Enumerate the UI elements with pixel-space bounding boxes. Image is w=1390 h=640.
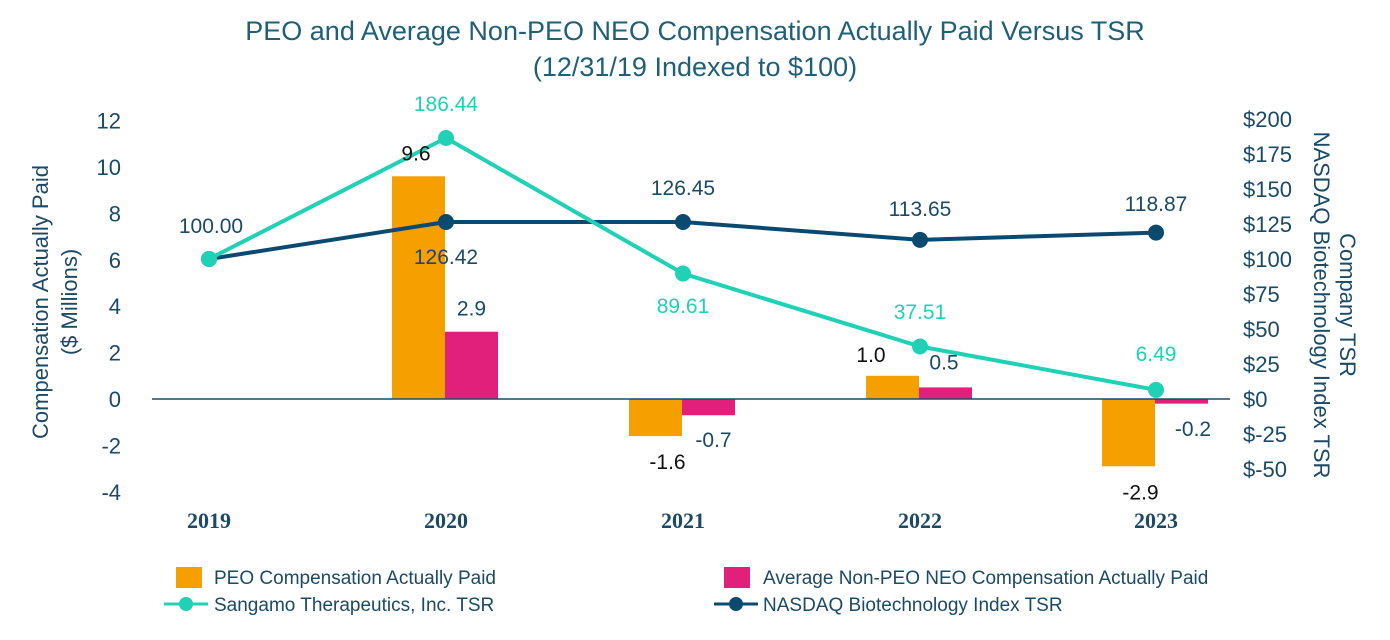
legend-label-nasdaq: NASDAQ Biotechnology Index TSR	[763, 595, 1063, 616]
right-tick-label: $-25	[1243, 422, 1287, 447]
right-tick-label: $-50	[1243, 457, 1287, 482]
bar-non-peo	[919, 387, 972, 399]
right-tick-label: $50	[1243, 317, 1280, 342]
right-tick-label: $125	[1243, 212, 1292, 237]
category-label: 2021	[661, 508, 705, 533]
right-tick-label: $0	[1243, 387, 1267, 412]
bar-label-non-peo: 2.9	[457, 298, 486, 321]
category-label: 2023	[1134, 508, 1178, 533]
category-label: 2020	[424, 508, 468, 533]
data-labels: 9.6 -1.6 1.0 -2.9 2.9 -0.7 0.5 -0.2 186.44 89.61 3…	[179, 93, 1211, 504]
line-label-nasdaq: 126.42	[414, 246, 478, 269]
line-label-nasdaq: 126.45	[651, 177, 715, 200]
point-sangamo	[912, 338, 928, 355]
bar-peo	[1102, 399, 1155, 467]
left-tick-label: 6	[109, 248, 121, 273]
left-tick-label: 4	[109, 294, 121, 319]
lines	[201, 129, 1164, 398]
right-tick-label: $175	[1243, 142, 1292, 167]
left-axis-title-line2: ($ Millions)	[57, 249, 82, 355]
line-label-sangamo: 89.61	[657, 295, 710, 318]
line-label-nasdaq: 100.00	[179, 215, 243, 238]
bar-label-peo: -2.9	[1122, 481, 1158, 504]
bar-non-peo	[1155, 399, 1208, 404]
right-axis-ticks: $200 $175 $150 $125 $100 $75 $50 $25 $0 $-25 $-50	[1243, 107, 1292, 482]
category-label: 2019	[187, 508, 231, 533]
bar-non-peo	[445, 331, 498, 399]
bar-label-peo: 9.6	[401, 142, 430, 165]
legend-label-peo: PEO Compensation Actually Paid	[214, 568, 496, 589]
bar-label-peo: 1.0	[856, 344, 885, 367]
right-tick-label: $100	[1243, 247, 1292, 272]
line-label-sangamo: 186.44	[414, 93, 479, 116]
category-label: 2022	[898, 508, 942, 533]
line-label-sangamo: 37.51	[894, 301, 947, 324]
bar-peo	[866, 375, 919, 399]
left-axis-title-line1: Compensation Actually Paid	[28, 165, 53, 439]
point-nasdaq	[1148, 224, 1164, 241]
point-sangamo	[675, 265, 691, 282]
legend: PEO Compensation Actually Paid Average N…	[164, 567, 1208, 616]
chart-subtitle: (12/31/19 Indexed to $100)	[533, 52, 857, 82]
right-tick-label: $200	[1243, 107, 1292, 132]
right-tick-label: $25	[1243, 352, 1280, 377]
bars	[392, 176, 1208, 467]
left-tick-label: 0	[109, 387, 121, 412]
left-tick-label: -4	[101, 480, 121, 505]
right-axis-title-line2: NASDAQ Biotechnology Index TSR	[1309, 132, 1334, 479]
line-label-sangamo: 6.49	[1136, 343, 1177, 366]
point-sangamo	[201, 251, 217, 267]
left-tick-label: 2	[109, 341, 121, 366]
left-tick-label: -2	[101, 433, 121, 458]
right-tick-label: $75	[1243, 282, 1280, 307]
line-label-nasdaq: 118.87	[1125, 193, 1188, 216]
line-label-nasdaq: 113.65	[889, 198, 952, 221]
chart-title: PEO and Average Non-PEO NEO Compensation…	[245, 16, 1144, 46]
category-labels: 2019 2020 2021 2022 2023	[187, 508, 1178, 533]
legend-marker-sangamo	[179, 597, 193, 611]
point-nasdaq	[675, 213, 691, 230]
point-nasdaq	[438, 214, 454, 231]
point-sangamo	[1148, 381, 1164, 398]
legend-label-non-peo: Average Non-PEO NEO Compensation Actuall…	[763, 568, 1208, 589]
bar-peo	[392, 176, 445, 399]
left-tick-label: 10	[97, 155, 121, 180]
bar-label-non-peo: -0.2	[1175, 418, 1211, 441]
legend-marker-nasdaq	[729, 597, 743, 611]
left-tick-label: 12	[97, 109, 121, 134]
line-sangamo	[208, 135, 1157, 392]
right-tick-label: $150	[1243, 177, 1292, 202]
right-axis-title-line1: Company TSR	[1335, 233, 1360, 377]
bar-label-peo: -1.6	[649, 451, 685, 474]
point-sangamo	[438, 129, 454, 146]
legend-swatch-non-peo	[724, 567, 750, 588]
left-tick-label: 8	[109, 201, 121, 226]
point-nasdaq	[912, 231, 928, 248]
bar-peo	[629, 399, 682, 437]
legend-swatch-peo	[176, 567, 202, 588]
legend-label-sangamo: Sangamo Therapeutics, Inc. TSR	[214, 595, 494, 616]
left-axis-ticks: 12 10 8 6 4 2 0 -2 -4	[97, 109, 121, 505]
bar-label-non-peo: -0.7	[695, 429, 731, 452]
bar-non-peo	[682, 399, 735, 416]
bar-label-non-peo: 0.5	[929, 351, 958, 374]
